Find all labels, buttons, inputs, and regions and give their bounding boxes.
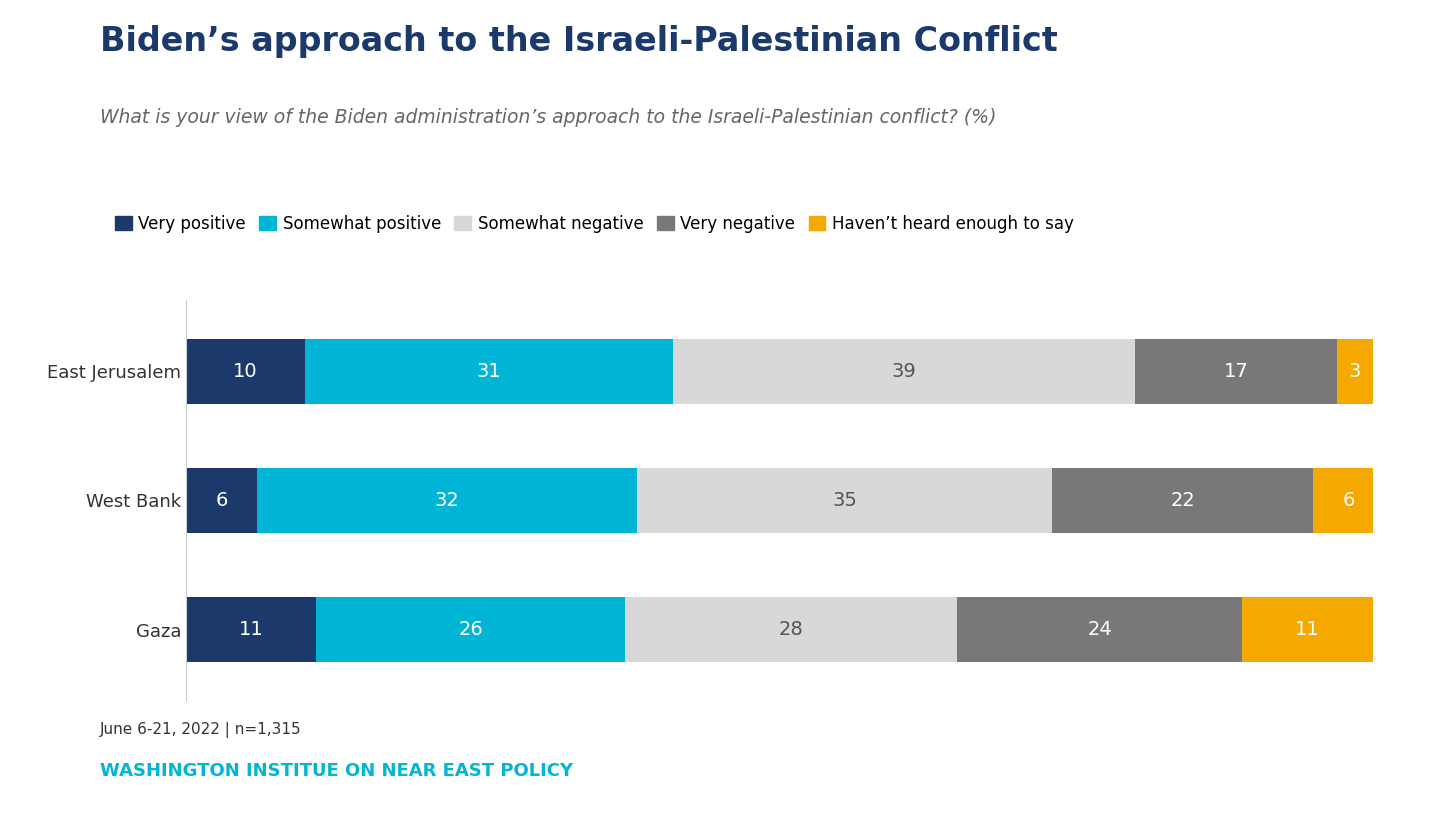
Text: 3: 3 xyxy=(1348,362,1361,381)
Bar xyxy=(1243,597,1373,662)
Text: 31: 31 xyxy=(476,362,500,381)
Text: 10: 10 xyxy=(233,362,257,381)
Bar xyxy=(316,597,625,662)
Bar xyxy=(1337,339,1373,404)
Text: WASHINGTON INSTITUE ON NEAR EAST POLICY: WASHINGTON INSTITUE ON NEAR EAST POLICY xyxy=(100,761,573,780)
Bar xyxy=(186,339,305,404)
Text: 11: 11 xyxy=(239,620,263,639)
Bar xyxy=(186,468,257,533)
Text: 6: 6 xyxy=(216,491,227,510)
Bar xyxy=(186,597,316,662)
Bar xyxy=(636,468,1052,533)
Bar xyxy=(625,597,957,662)
Text: June 6-21, 2022 | n=1,315: June 6-21, 2022 | n=1,315 xyxy=(100,722,302,738)
Bar xyxy=(257,468,636,533)
Bar xyxy=(305,339,672,404)
Bar xyxy=(1052,468,1313,533)
Text: Biden’s approach to the Israeli-Palestinian Conflict: Biden’s approach to the Israeli-Palestin… xyxy=(100,25,1058,58)
Text: 39: 39 xyxy=(891,362,917,381)
Bar xyxy=(957,597,1243,662)
Text: 26: 26 xyxy=(459,620,483,639)
Bar xyxy=(1313,468,1384,533)
Text: 28: 28 xyxy=(779,620,804,639)
Text: 17: 17 xyxy=(1224,362,1248,381)
Text: 32: 32 xyxy=(435,491,459,510)
Text: 24: 24 xyxy=(1087,620,1113,639)
Text: 22: 22 xyxy=(1171,491,1195,510)
Text: What is your view of the Biden administration’s approach to the Israeli-Palestin: What is your view of the Biden administr… xyxy=(100,108,997,128)
Text: 6: 6 xyxy=(1343,491,1356,510)
Text: 11: 11 xyxy=(1296,620,1320,639)
Bar xyxy=(1135,339,1337,404)
Bar xyxy=(672,339,1135,404)
Text: 35: 35 xyxy=(832,491,857,510)
Legend: Very positive, Somewhat positive, Somewhat negative, Very negative, Haven’t hear: Very positive, Somewhat positive, Somewh… xyxy=(109,208,1081,240)
